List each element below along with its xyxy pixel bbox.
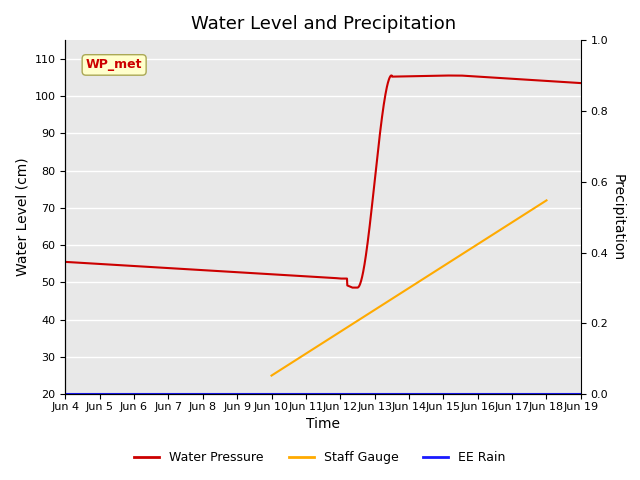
Y-axis label: Precipitation: Precipitation: [611, 174, 625, 261]
Line: Water Pressure: Water Pressure: [65, 75, 581, 288]
Water Pressure: [300, 273, 308, 279]
Staff Gauge: [543, 197, 550, 203]
Water Pressure: [101, 262, 109, 267]
Water Pressure: [61, 259, 69, 265]
Title: Water Level and Precipitation: Water Level and Precipitation: [191, 15, 456, 33]
Water Pressure: [122, 263, 130, 268]
Water Pressure: [349, 285, 356, 290]
Text: WP_met: WP_met: [86, 59, 143, 72]
Water Pressure: [280, 272, 288, 278]
Water Pressure: [291, 273, 298, 278]
Staff Gauge: [268, 372, 275, 378]
Y-axis label: Water Level (cm): Water Level (cm): [15, 158, 29, 276]
Water Pressure: [355, 283, 363, 289]
Water Pressure: [387, 72, 395, 78]
Line: Staff Gauge: Staff Gauge: [271, 200, 547, 375]
X-axis label: Time: Time: [306, 418, 340, 432]
Legend: Water Pressure, Staff Gauge, EE Rain: Water Pressure, Staff Gauge, EE Rain: [129, 446, 511, 469]
Water Pressure: [577, 80, 585, 86]
